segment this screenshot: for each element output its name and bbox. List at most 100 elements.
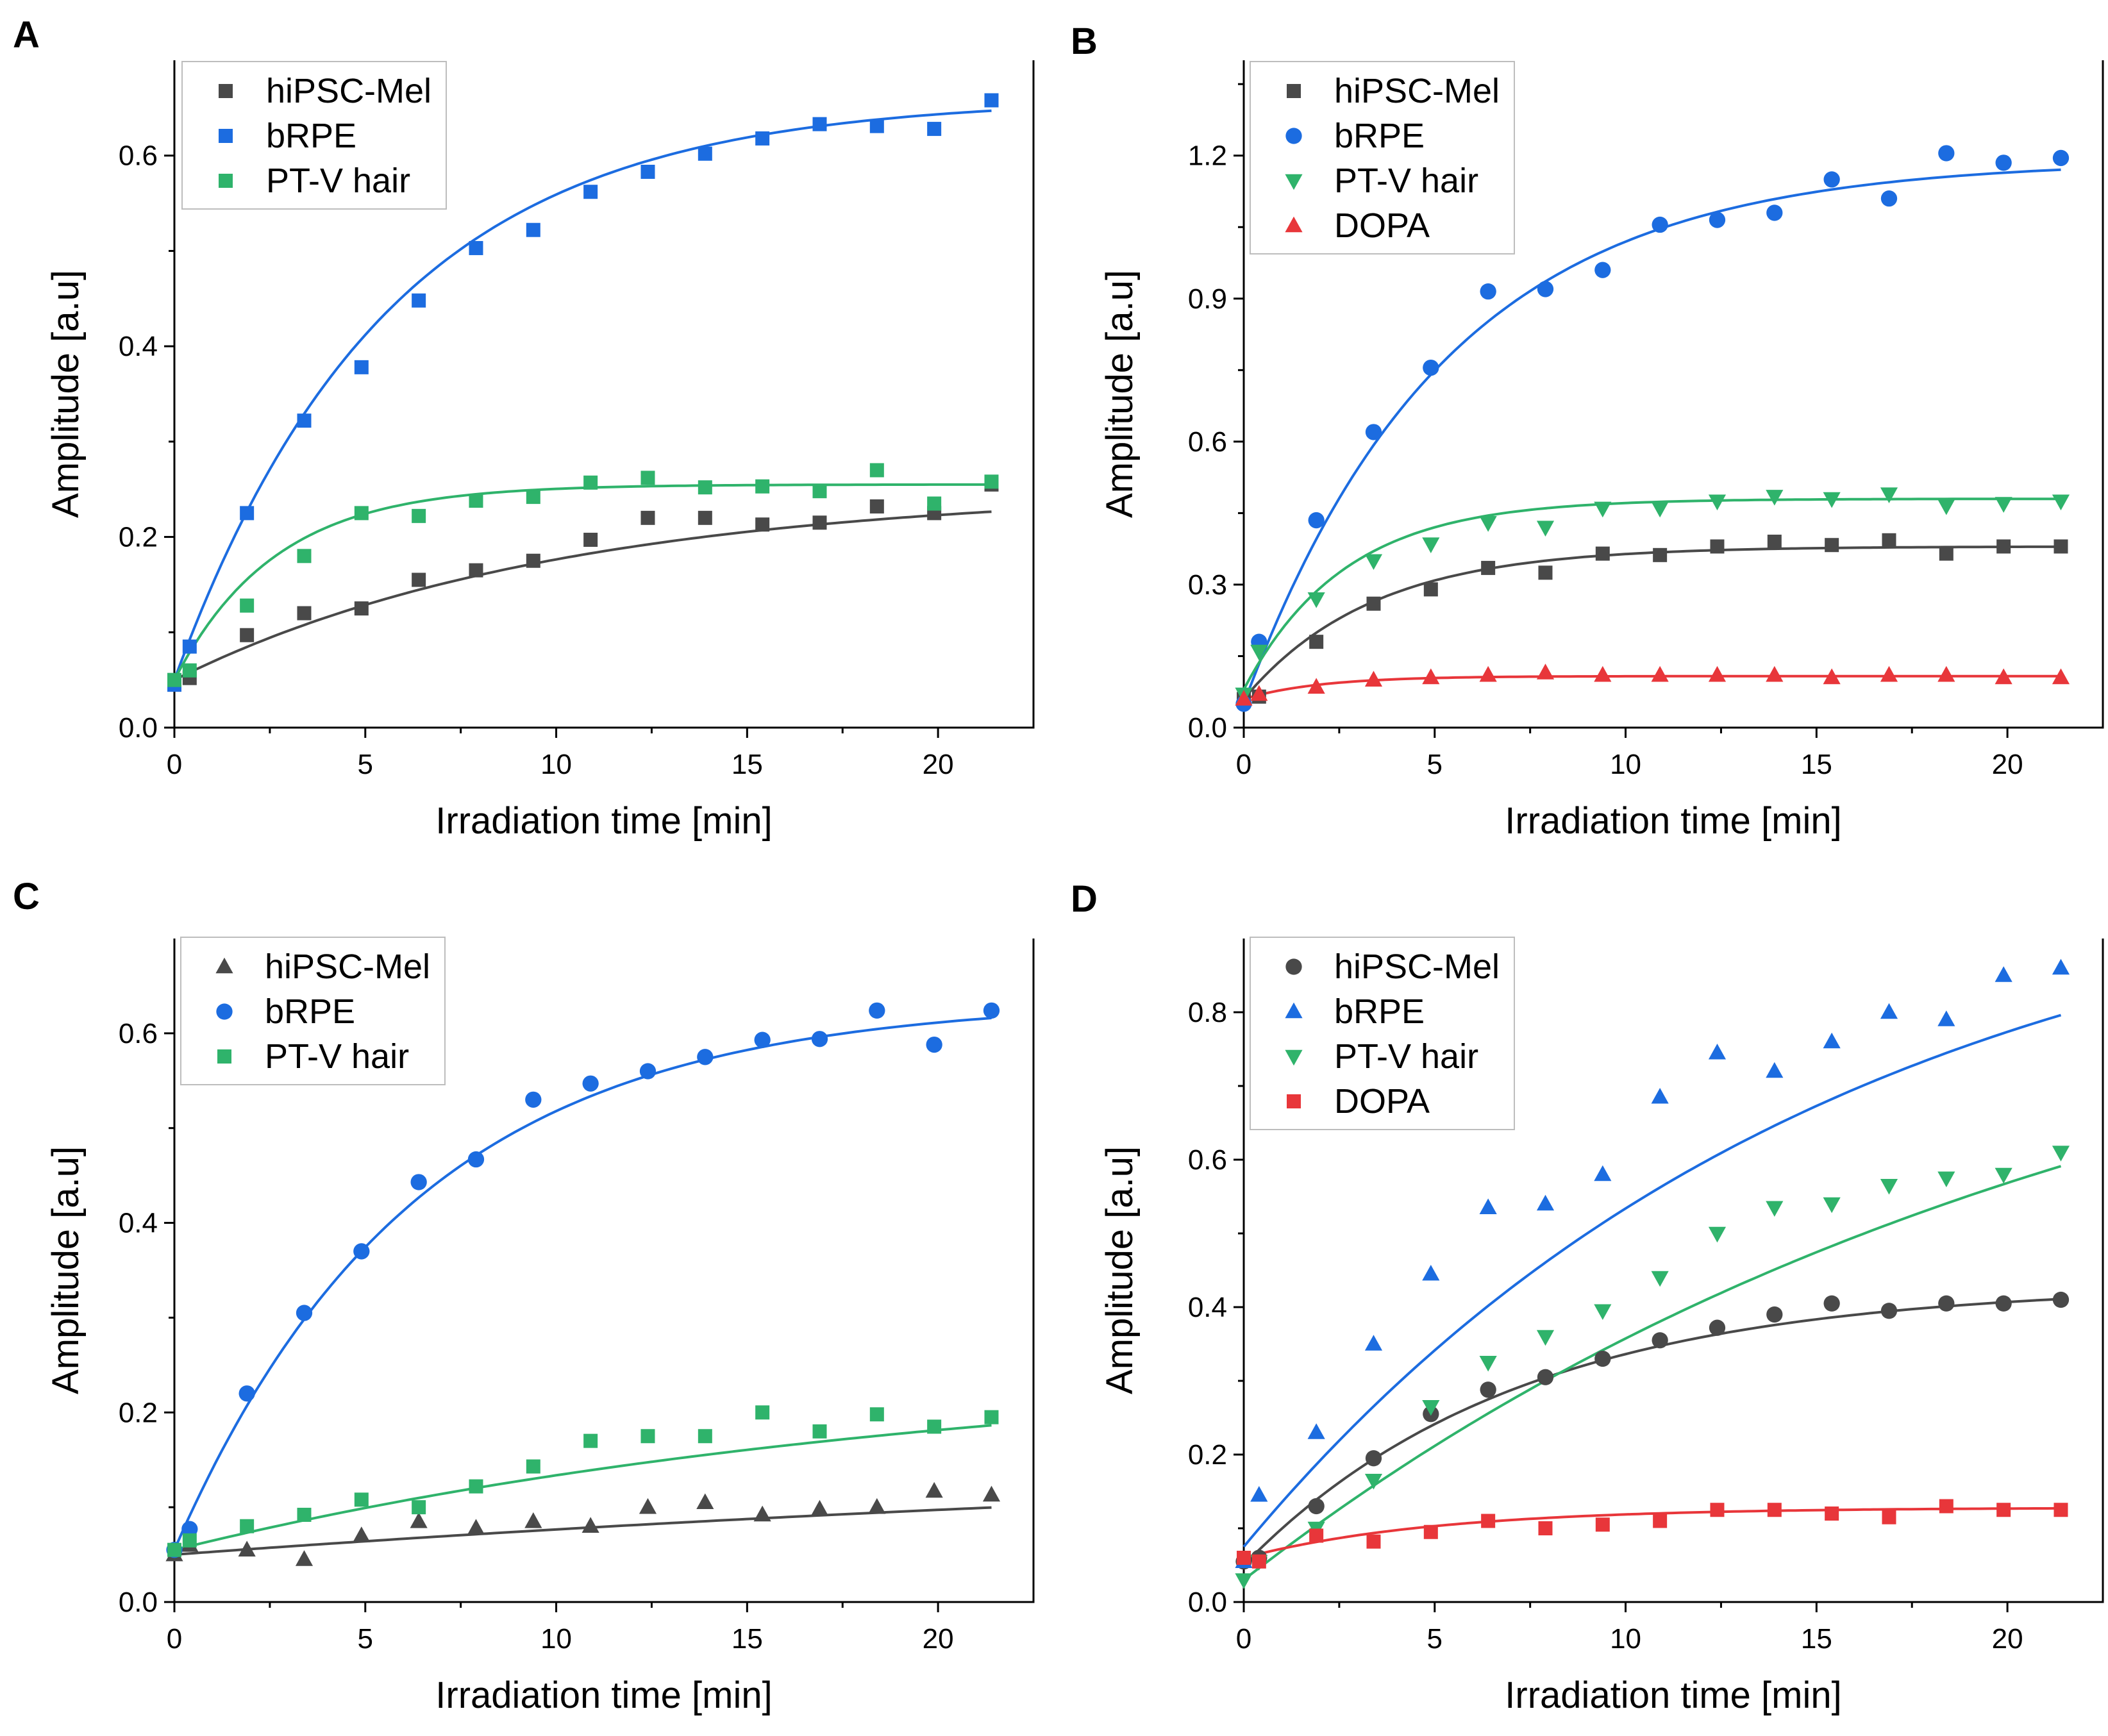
chart-b-point-dopa <box>1937 665 1955 682</box>
chart-d-point-dopa <box>1767 1503 1782 1517</box>
chart-d-point-pt-v-hair <box>1235 1573 1253 1589</box>
chart-d-y-axis-label: Amplitude [a.u] <box>1099 1146 1141 1394</box>
chart-a-point-pt-v-hair <box>869 463 884 478</box>
chart-b-point-brpe <box>2052 149 2070 167</box>
chart-b-point-dopa <box>1995 668 2012 685</box>
chart-b-point-pt-v-hair <box>2052 494 2070 511</box>
chart-c-point-hipsc-mel <box>467 1519 485 1535</box>
chart-c-point-brpe <box>296 1305 313 1321</box>
chart-b-point-pt-v-hair <box>1307 592 1325 608</box>
chart-a-point-hipsc-mel <box>469 563 483 578</box>
chart-d-point-hipsc-mel <box>1365 1450 1382 1467</box>
chart-c-point-brpe <box>410 1174 427 1190</box>
chart-d-x-tick-label: 10 <box>1610 1623 1641 1655</box>
chart-c-point-pt-v-hair <box>412 1500 426 1515</box>
chart-c-point-brpe <box>697 1049 714 1065</box>
chart-d-point-dopa <box>1538 1521 1553 1535</box>
chart-b-fit-line-dopa <box>1243 674 2061 701</box>
chart-b-point-dopa <box>1766 665 1784 682</box>
chart-a-x-axis-label: Irradiation time [min] <box>435 800 772 842</box>
chart-c-point-hipsc-mel <box>295 1550 314 1566</box>
chart-d-x-tick-label: 5 <box>1427 1623 1443 1655</box>
chart-b-point-brpe <box>1537 281 1554 297</box>
chart-d-point-dopa <box>1710 1503 1725 1517</box>
chart-d-point-pt-v-hair <box>1766 1201 1784 1217</box>
chart-d-point-pt-v-hair <box>1364 1473 1383 1490</box>
legend-d: hiPSC-Mel bRPE PT-V hair DOPA <box>1250 937 1516 1130</box>
chart-b-point-hipsc-mel <box>1423 582 1438 597</box>
chart-c-point-brpe <box>238 1385 255 1402</box>
chart-d-x-tick-label: 0 <box>1236 1623 1251 1655</box>
legend-c-marker-icon <box>196 989 253 1034</box>
legend-b-marker-pt-v-hair <box>1285 174 1303 190</box>
chart-b-y-tick-label: 0.9 <box>1188 283 1227 315</box>
legend-d-item-pt-v-hair: PT-V hair <box>1265 1034 1500 1079</box>
chart-a-point-brpe <box>640 164 655 179</box>
chart-c-fit-line-hipsc-mel <box>174 1506 992 1557</box>
legend-a-marker-icon <box>197 113 255 158</box>
chart-a-point-pt-v-hair <box>812 484 827 499</box>
legend-c-label-hipsc-mel: hiPSC-Mel <box>265 947 431 986</box>
chart-b-y-tick-label: 1.2 <box>1188 140 1227 172</box>
chart-d-point-hipsc-mel <box>1709 1319 1726 1336</box>
chart-c-point-brpe <box>639 1063 657 1080</box>
chart-b-point-hipsc-mel <box>1366 596 1381 611</box>
legend-b-marker-hipsc-mel <box>1287 84 1301 98</box>
legend-c-item-hipsc-mel: hiPSC-Mel <box>196 944 430 989</box>
chart-d: 0 5 10 15 20 0.0 0.2 0.4 0.6 0.8 Irradiation time … <box>1099 939 2104 1716</box>
chart-a-point-hipsc-mel <box>412 572 426 587</box>
chart-b-y-tick-label: 0.3 <box>1188 569 1227 601</box>
chart-d-point-hipsc-mel <box>1880 1303 1898 1319</box>
chart-b-point-brpe <box>1938 145 1955 162</box>
chart-d-point-hipsc-mel <box>1938 1295 1955 1312</box>
legend-b-item-brpe: bRPE <box>1265 113 1500 158</box>
chart-a-x-tick-label: 5 <box>358 749 373 780</box>
chart-b-point-pt-v-hair <box>1536 521 1555 537</box>
chart-a-point-hipsc-mel <box>297 606 312 621</box>
chart-b-point-pt-v-hair <box>1422 537 1440 554</box>
chart-c-x-axis-label: Irradiation time [min] <box>435 1674 772 1716</box>
legend-b-marker-brpe <box>1285 128 1302 144</box>
chart-b-point-hipsc-mel <box>1309 635 1324 649</box>
chart-c: 0 5 10 15 20 0.0 0.2 0.4 0.6 Irradiation time [mi… <box>45 939 1035 1716</box>
chart-d-point-brpe <box>1880 1003 1898 1019</box>
chart-a-point-brpe <box>984 93 999 108</box>
chart-b-point-dopa <box>1422 668 1440 685</box>
chart-b-point-brpe <box>1365 424 1382 440</box>
chart-b-point-brpe <box>1766 204 1783 221</box>
chart-c-point-pt-v-hair <box>526 1459 540 1474</box>
chart-a-point-pt-v-hair <box>167 672 181 687</box>
chart-d-point-brpe <box>1651 1087 1669 1104</box>
chart-a-point-pt-v-hair <box>526 490 540 505</box>
chart-a-point-brpe <box>755 131 770 146</box>
chart-c-point-hipsc-mel <box>868 1498 886 1514</box>
chart-c-point-pt-v-hair <box>167 1542 181 1557</box>
chart-c-point-pt-v-hair <box>297 1507 312 1522</box>
chart-d-point-pt-v-hair <box>1594 1304 1612 1321</box>
chart-c-point-hipsc-mel <box>753 1505 771 1522</box>
chart-c-x-tick-label: 10 <box>540 1623 572 1655</box>
legend-b-marker-icon <box>1265 69 1323 113</box>
legend-b: hiPSC-Mel bRPE PT-V hair DOPA <box>1250 61 1516 255</box>
legend-b-item-hipsc-mel: hiPSC-Mel <box>1265 69 1500 113</box>
chart-a-point-pt-v-hair <box>755 479 770 494</box>
chart-c-point-hipsc-mel <box>524 1512 542 1528</box>
chart-a-point-brpe <box>869 119 884 133</box>
chart-d-point-pt-v-hair <box>1708 1226 1727 1243</box>
chart-b-point-hipsc-mel <box>1481 560 1496 575</box>
chart-c-y-axis-label: Amplitude [a.u] <box>45 1146 87 1394</box>
chart-c-point-hipsc-mel <box>982 1485 1001 1502</box>
legend-d-item-brpe: bRPE <box>1265 989 1500 1034</box>
panel-c: C 0 5 10 15 20 0.0 0.2 0.4 0.6 Irradiation time [… <box>0 868 1054 1736</box>
chart-b-point-hipsc-mel <box>1882 533 1896 547</box>
chart-d-fit-line-pt-v-hair <box>1242 1165 2062 1582</box>
legend-b-label-dopa: DOPA <box>1334 206 1430 245</box>
chart-d-x-tick-label: 15 <box>1801 1623 1832 1655</box>
legend-a-marker-brpe <box>219 129 233 143</box>
chart-a-y-tick-label: 0.4 <box>119 331 158 362</box>
chart-c-point-pt-v-hair <box>984 1410 999 1424</box>
chart-d-point-dopa <box>2054 1503 2068 1517</box>
chart-b-point-hipsc-mel <box>1595 546 1610 561</box>
chart-a-x-tick-label: 0 <box>167 749 182 780</box>
chart-c-point-pt-v-hair <box>812 1424 827 1439</box>
